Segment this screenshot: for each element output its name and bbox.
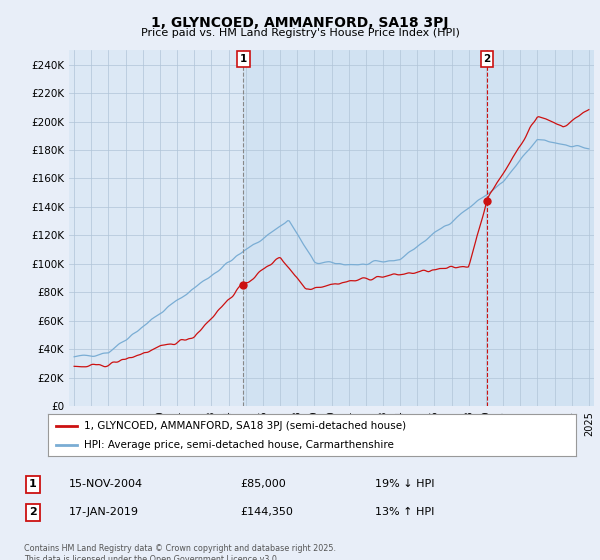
Text: 2: 2 xyxy=(484,54,491,64)
Bar xyxy=(244,50,600,406)
Text: 13% ↑ HPI: 13% ↑ HPI xyxy=(375,507,434,517)
Text: Price paid vs. HM Land Registry's House Price Index (HPI): Price paid vs. HM Land Registry's House … xyxy=(140,28,460,38)
Text: 1: 1 xyxy=(240,54,247,64)
Text: £85,000: £85,000 xyxy=(240,479,286,489)
Text: 1, GLYNCOED, AMMANFORD, SA18 3PJ: 1, GLYNCOED, AMMANFORD, SA18 3PJ xyxy=(151,16,449,30)
Text: £144,350: £144,350 xyxy=(240,507,293,517)
Text: 1, GLYNCOED, AMMANFORD, SA18 3PJ (semi-detached house): 1, GLYNCOED, AMMANFORD, SA18 3PJ (semi-d… xyxy=(84,421,406,431)
Text: 2: 2 xyxy=(29,507,37,517)
Text: 1: 1 xyxy=(29,479,37,489)
Text: 17-JAN-2019: 17-JAN-2019 xyxy=(69,507,139,517)
Text: 19% ↓ HPI: 19% ↓ HPI xyxy=(375,479,434,489)
Text: HPI: Average price, semi-detached house, Carmarthenshire: HPI: Average price, semi-detached house,… xyxy=(84,440,394,450)
Text: 15-NOV-2004: 15-NOV-2004 xyxy=(69,479,143,489)
Text: Contains HM Land Registry data © Crown copyright and database right 2025.
This d: Contains HM Land Registry data © Crown c… xyxy=(24,544,336,560)
